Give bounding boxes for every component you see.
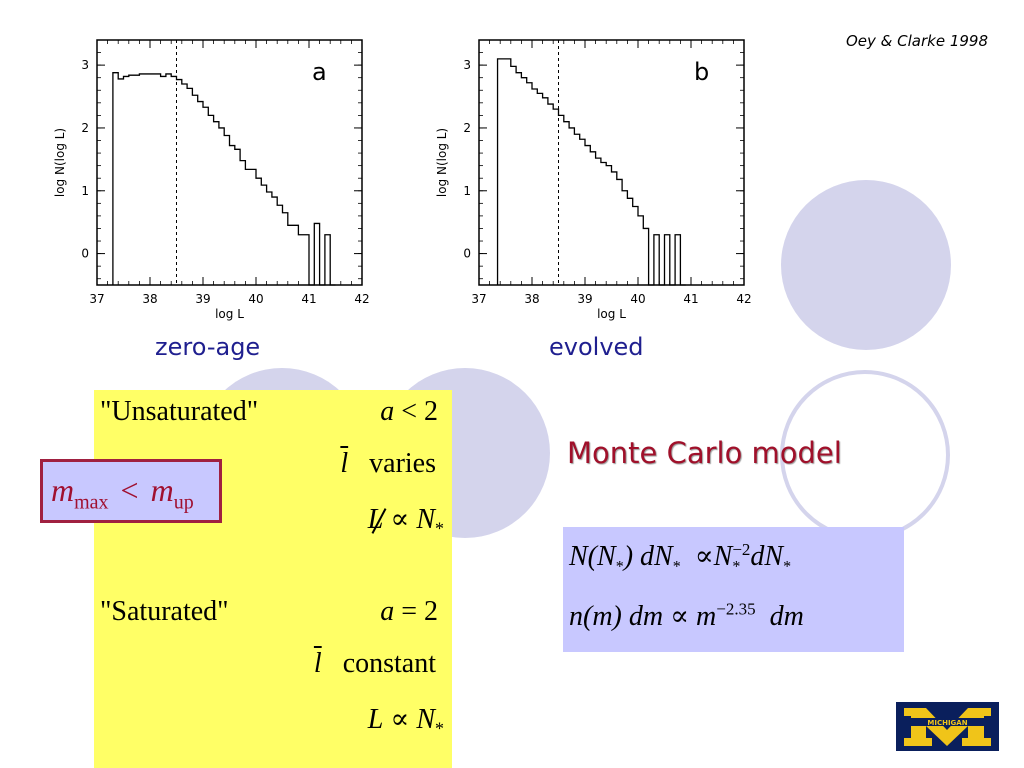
eq1-prop: ∝N [694, 541, 733, 572]
michigan-logo: MICHIGAN [896, 702, 999, 751]
mmax-m: m [51, 472, 75, 508]
unsat-a-rhs: 2 [424, 396, 438, 427]
unsaturated-L-relation: L ∝ N* [368, 502, 444, 540]
sat-N: N [416, 704, 435, 735]
saturated-a-condition: a = 2 [380, 596, 438, 628]
x-tick-label: 41 [301, 292, 316, 306]
y-axis-label: log N(log L) [435, 128, 449, 197]
eq1-star1: * [615, 558, 624, 576]
histogram-chart-a: 37 38 39 40 41 42 0 1 2 3 log L log N(log L) a [53, 39, 370, 321]
unsat-star: * [435, 518, 444, 539]
logo-text: MICHIGAN [927, 719, 967, 727]
eq2-exp: −2.35 [716, 599, 756, 619]
x-tick-label: 37 [471, 292, 486, 306]
unsat-notprop: ∝ [390, 504, 410, 535]
x-tick-label: 38 [524, 292, 539, 306]
unsaturated-a-condition: a < 2 [380, 396, 438, 428]
x-axis-label: log L [597, 307, 626, 321]
mup-m: m [150, 472, 174, 508]
citation: Oey & Clarke 1998 [845, 32, 988, 50]
sat-a-rhs: 2 [424, 596, 438, 627]
y-tick-label: 2 [463, 121, 471, 135]
unsat-lbar-symbol: l [340, 448, 349, 479]
x-tick-label: 39 [195, 292, 210, 306]
unsat-a: a [380, 396, 395, 427]
plot-frame [96, 39, 363, 286]
block-m-icon: MICHIGAN [904, 708, 991, 746]
saturated-label: "Saturated" [100, 596, 229, 627]
saturated-lbar: l constant [314, 648, 436, 680]
mmax-condition-box: mmax < mup [40, 459, 222, 523]
plot-frame [478, 39, 745, 286]
sat-L: L [367, 704, 384, 735]
sat-star: * [435, 718, 444, 739]
monte-carlo-equations: N(N*) dN* ∝N*−2dN* n(m) dm ∝ m−2.35 dm [563, 527, 904, 652]
unsaturated-label: "Unsaturated" [100, 396, 259, 427]
mc-equation-2: n(m) dm ∝ m−2.35 dm [569, 599, 804, 633]
eq2-prop: ∝ [670, 601, 690, 632]
y-tick-label: 3 [81, 58, 89, 72]
x-tick-label: 42 [354, 292, 369, 306]
y-tick-label: 0 [463, 247, 471, 261]
monte-carlo-title: Monte Carlo model [567, 436, 842, 470]
panel-label: a [312, 58, 327, 86]
decor-circle-right-top [781, 180, 951, 350]
panel-label: b [694, 58, 709, 86]
histogram-series [496, 58, 686, 286]
unsat-N: N [416, 504, 435, 535]
saturated-L-relation: L ∝ N* [368, 702, 444, 740]
regime-box: "Unsaturated" a < 2 l varies L ∝ N* "Sat… [94, 390, 452, 768]
y-tick-label: 1 [81, 184, 89, 198]
mup-sub: up [173, 491, 194, 514]
sat-a: a [380, 596, 395, 627]
eq1-star3: * [732, 558, 741, 576]
x-tick-label: 40 [248, 292, 263, 306]
y-tick-label: 2 [81, 121, 89, 135]
eq1-star2: * [672, 558, 681, 576]
y-tick-label: 1 [463, 184, 471, 198]
sat-prop: ∝ [390, 704, 410, 735]
unsat-lbar-text: varies [369, 448, 436, 479]
unsat-a-op: < [401, 396, 417, 427]
mmax-op: < [120, 472, 139, 508]
eq1-star4: * [783, 558, 792, 576]
x-tick-label: 40 [630, 292, 645, 306]
caption-evolved: evolved [549, 333, 644, 361]
y-axis-label: log N(log L) [53, 128, 67, 197]
eq2-rhs: dm [769, 601, 804, 632]
x-tick-label: 37 [89, 292, 104, 306]
eq2-m: m [696, 601, 717, 632]
y-tick-label: 3 [463, 58, 471, 72]
eq1-rhs: dN [750, 541, 784, 572]
eq1-mid: ) dN [623, 541, 673, 572]
sat-a-op: = [401, 596, 417, 627]
mmax-condition: mmax < mup [51, 472, 194, 514]
x-axis-label: log L [215, 307, 244, 321]
x-tick-label: 39 [577, 292, 592, 306]
unsaturated-lbar: l varies [340, 448, 436, 480]
sat-lbar-symbol: l [313, 648, 322, 679]
y-tick-label: 0 [81, 247, 89, 261]
mc-equation-1: N(N*) dN* ∝N*−2dN* [569, 539, 791, 577]
mmax-sub: max [74, 491, 109, 514]
eq2-lhs: n(m) dm [569, 601, 664, 632]
eq1-exp: −2 [732, 539, 751, 559]
histogram-chart-b: 37 38 39 40 41 42 0 1 2 3 log L log N(log L) b [435, 39, 752, 321]
x-tick-label: 42 [736, 292, 751, 306]
x-tick-label: 38 [142, 292, 157, 306]
caption-zero-age: zero-age [155, 333, 261, 361]
eq1-lhs: N(N [569, 541, 616, 572]
x-tick-label: 41 [683, 292, 698, 306]
sat-lbar-text: constant [342, 648, 436, 679]
unsat-L: L [367, 504, 384, 535]
histogram-series [112, 72, 336, 286]
